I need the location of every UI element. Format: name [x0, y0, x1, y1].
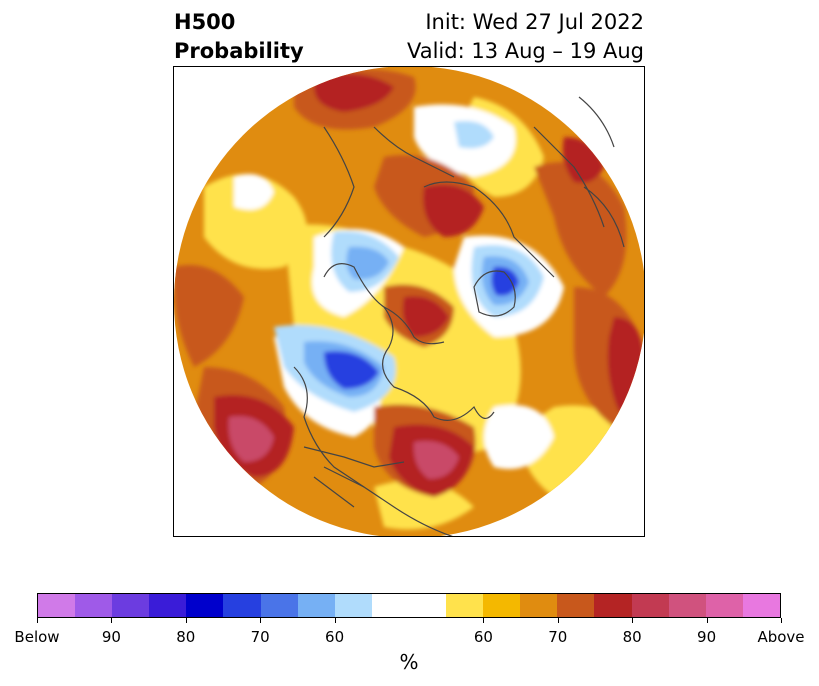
colorbar-tick-label: 90: [101, 628, 121, 646]
colorbar-tick-label: 70: [250, 628, 270, 646]
colorbar-swatch: [223, 594, 261, 617]
colorbar-tick-label: 60: [325, 628, 345, 646]
colorbar-swatch: [75, 594, 113, 617]
map-title: H500 Probability: [174, 10, 304, 63]
colorbar-tick-mark: [781, 618, 782, 623]
colorbar-tick-label: Below: [14, 628, 60, 646]
colorbar-unit-label: %: [399, 650, 419, 674]
colorbar-swatch: [557, 594, 595, 617]
colorbar-tick-label: 80: [622, 628, 642, 646]
colorbar-swatch: [668, 594, 706, 617]
polar-map-canvas: [174, 67, 644, 536]
colorbar-tick-label: 80: [176, 628, 196, 646]
colorbar-swatch: [408, 594, 447, 617]
valid-period-label: Init: Wed 27 Jul 2022 Valid: 13 Aug – 19…: [406, 10, 644, 63]
colorbar-tick-label: 60: [473, 628, 493, 646]
coastlines: [293, 96, 625, 536]
colorbar-swatch: [520, 594, 558, 617]
colorbar-tick-label: Above: [757, 628, 805, 646]
colorbar-tick-mark: [111, 618, 113, 623]
colorbar-swatch: [297, 594, 335, 617]
probability-fill: [174, 67, 644, 536]
colorbar-tick-mark: [260, 618, 262, 623]
colorbar-tick-mark: [483, 618, 485, 623]
colorbar-swatch: [483, 594, 521, 617]
colorbar-tick-label: 90: [697, 628, 717, 646]
colorbar-swatch: [594, 594, 632, 617]
colorbar-swatch: [446, 594, 484, 617]
colorbar-tick-mark: [557, 618, 559, 623]
colorbar-swatch: [334, 594, 372, 617]
colorbar-swatch: [742, 594, 780, 617]
colorbar-swatch: [38, 594, 76, 617]
probability-map: [173, 66, 645, 537]
colorbar-tick-label: 70: [548, 628, 568, 646]
colorbar-swatch: [186, 594, 224, 617]
colorbar-swatch: [260, 594, 298, 617]
colorbar: [37, 593, 781, 618]
colorbar-tick-mark: [185, 618, 187, 623]
colorbar-tick-mark: [632, 618, 634, 623]
colorbar-swatch: [112, 594, 150, 617]
colorbar-swatch: [371, 594, 409, 617]
colorbar-swatch: [631, 594, 669, 617]
colorbar-tick-mark: [37, 618, 38, 623]
colorbar-tick-mark: [706, 618, 708, 623]
colorbar-swatch: [705, 594, 743, 617]
colorbar-tick-mark: [334, 618, 336, 623]
colorbar-swatch: [149, 594, 187, 617]
